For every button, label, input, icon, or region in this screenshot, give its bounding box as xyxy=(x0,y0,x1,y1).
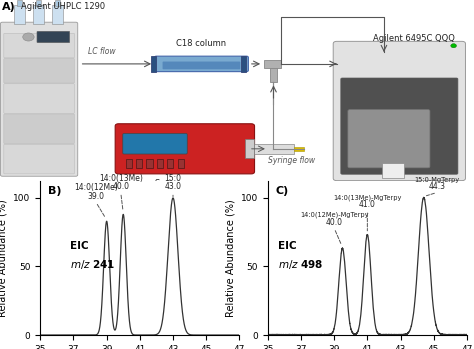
Text: Agilent UHPLC 1290: Agilent UHPLC 1290 xyxy=(21,2,105,11)
Text: EIC: EIC xyxy=(70,241,89,251)
Text: 44.3: 44.3 xyxy=(428,182,446,191)
Text: Syringe flow: Syringe flow xyxy=(268,156,315,165)
Text: C18 column: C18 column xyxy=(176,39,227,48)
Text: $\it{m/z}$ $\bf{241}$: $\it{m/z}$ $\bf{241}$ xyxy=(70,258,116,271)
FancyBboxPatch shape xyxy=(341,78,458,174)
Bar xyxy=(241,56,246,72)
Text: 15:0-MgTerpy: 15:0-MgTerpy xyxy=(414,177,460,183)
Text: 14:0(13Me): 14:0(13Me) xyxy=(99,174,143,183)
FancyBboxPatch shape xyxy=(123,134,187,154)
Bar xyxy=(17,0,22,6)
Bar xyxy=(245,139,254,158)
Text: 14:0(13Me)-MgTerpy: 14:0(13Me)-MgTerpy xyxy=(333,194,401,201)
FancyBboxPatch shape xyxy=(4,84,74,113)
Text: $\it{m/z}$ $\bf{498}$: $\it{m/z}$ $\bf{498}$ xyxy=(278,258,323,271)
Text: 14:0(12Me): 14:0(12Me) xyxy=(74,184,118,192)
Text: B): B) xyxy=(48,186,62,196)
FancyBboxPatch shape xyxy=(155,56,248,72)
Circle shape xyxy=(451,44,456,48)
Text: Syringe pump: Syringe pump xyxy=(155,179,214,188)
Bar xyxy=(270,68,277,82)
Y-axis label: Relative Abundance (%): Relative Abundance (%) xyxy=(0,199,8,317)
Text: EIC: EIC xyxy=(278,241,296,251)
Text: C): C) xyxy=(276,186,289,196)
Text: 14:0(12Me)-MgTerpy: 14:0(12Me)-MgTerpy xyxy=(300,212,368,218)
FancyBboxPatch shape xyxy=(4,114,74,143)
Text: 41.0: 41.0 xyxy=(359,200,376,209)
Bar xyxy=(254,144,294,154)
Text: Agilent 6495C QQQ: Agilent 6495C QQQ xyxy=(373,34,455,43)
Text: 39.0: 39.0 xyxy=(87,192,104,201)
Text: LC flow: LC flow xyxy=(88,47,116,57)
FancyBboxPatch shape xyxy=(0,22,78,176)
Bar xyxy=(294,147,304,151)
FancyBboxPatch shape xyxy=(163,61,240,69)
FancyBboxPatch shape xyxy=(348,110,430,168)
Text: 15:0: 15:0 xyxy=(164,174,182,183)
FancyBboxPatch shape xyxy=(4,33,74,58)
Bar xyxy=(146,159,153,168)
FancyBboxPatch shape xyxy=(4,144,74,174)
Bar xyxy=(14,5,25,23)
Bar xyxy=(382,163,404,178)
Text: 43.0: 43.0 xyxy=(164,182,182,191)
Y-axis label: Relative Abundance (%): Relative Abundance (%) xyxy=(225,199,235,317)
FancyBboxPatch shape xyxy=(37,31,70,43)
Bar xyxy=(33,5,44,23)
Bar xyxy=(264,60,281,68)
Text: 40.0: 40.0 xyxy=(326,218,343,227)
Bar xyxy=(55,0,60,6)
Bar xyxy=(167,159,173,168)
FancyBboxPatch shape xyxy=(115,124,255,174)
FancyBboxPatch shape xyxy=(333,42,465,180)
Bar xyxy=(151,56,156,72)
Bar xyxy=(178,159,184,168)
Bar xyxy=(36,0,41,6)
FancyBboxPatch shape xyxy=(4,59,74,83)
Bar xyxy=(136,159,142,168)
Bar xyxy=(126,159,132,168)
Text: 40.0: 40.0 xyxy=(112,182,129,191)
Text: A): A) xyxy=(2,2,16,12)
Bar xyxy=(157,159,163,168)
Circle shape xyxy=(23,33,34,41)
Bar xyxy=(52,5,63,23)
